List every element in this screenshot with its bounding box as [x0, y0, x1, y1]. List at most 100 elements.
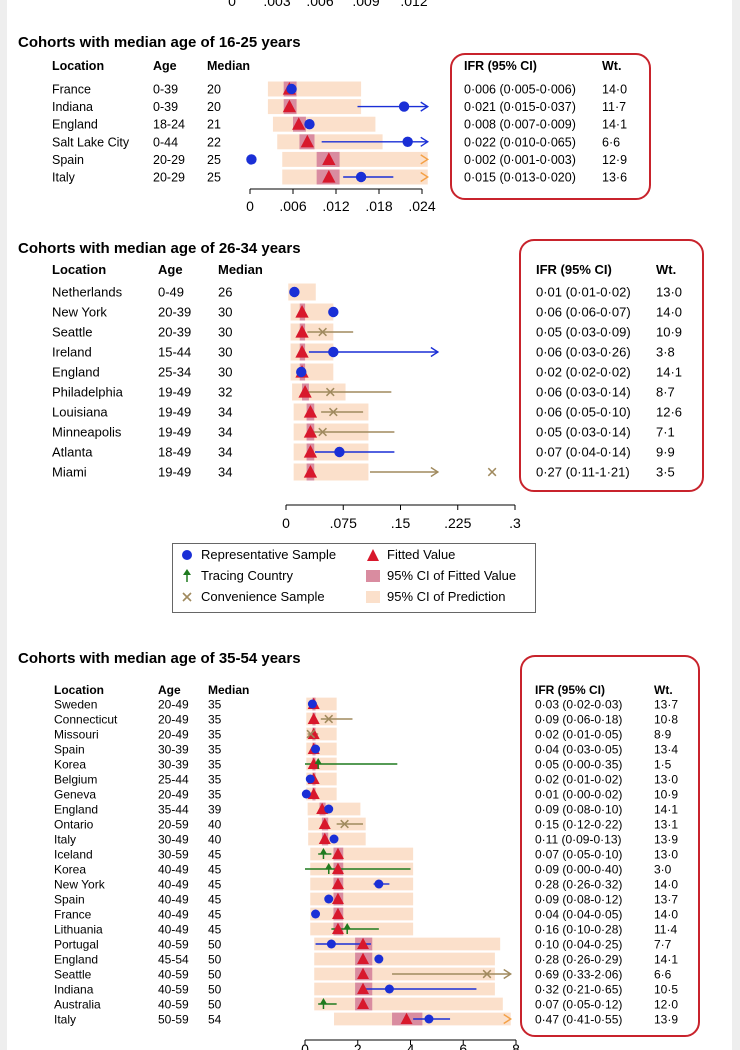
fitted-value-triangle: [331, 922, 344, 935]
row-age: 40-59: [158, 997, 189, 1011]
row-median: 25: [207, 171, 221, 185]
convenience-point: [318, 327, 327, 337]
fitted-value-triangle: [307, 757, 320, 770]
row-ifr: 0·15 (0·12-0·22): [535, 817, 622, 831]
row-ifr: 0·32 (0·21-0·65): [535, 982, 622, 996]
representative-point: [374, 954, 384, 964]
row-ifr: 0·01 (0·00-0·02): [535, 787, 622, 801]
convenience-point: [306, 729, 316, 739]
legend-representative-label: Representative Sample: [201, 547, 337, 562]
row-median: 54: [208, 1012, 222, 1026]
tracing-point: [314, 758, 322, 764]
row-age: 20-49: [158, 727, 189, 741]
row-age: 18-24: [153, 118, 185, 132]
x-axis-tick-label: .018: [365, 198, 392, 214]
row-median: 34: [218, 445, 232, 460]
representative-point: [307, 699, 317, 709]
representative-point: [286, 83, 297, 95]
row-ifr: 0·16 (0·10-0·28): [535, 922, 622, 936]
row-location: New York: [54, 877, 106, 891]
header-ifr: IFR (95% CI): [536, 262, 612, 277]
representative-point: [402, 136, 413, 147]
fitted-value-triangle: [292, 117, 306, 130]
row-ifr: 0·05 (0·03-0·09): [536, 325, 631, 340]
row-location: Connecticut: [54, 712, 118, 726]
row-age: 25-34: [158, 365, 191, 380]
row-median: 20: [207, 83, 221, 97]
fitted-value-triangle: [282, 99, 297, 113]
x-axis-tick-label: .012: [322, 198, 349, 214]
fitted-value-triangle: [307, 712, 320, 725]
prediction-ci-band: [282, 151, 428, 167]
row-ifr: 0·09 (0·06-0·18): [535, 712, 622, 726]
row-weight: 13·9: [654, 832, 678, 846]
top-axis-tick-label: .009: [352, 0, 379, 9]
row-ifr: 0·05 (0·00-0·35): [535, 757, 622, 771]
row-weight: 7·1: [656, 425, 675, 440]
row-ifr: 0·09 (0·08-0·12): [535, 892, 622, 906]
row-location: Louisiana: [52, 405, 108, 420]
fitted-value-triangle: [298, 385, 312, 398]
row-weight: 6·6: [602, 135, 620, 149]
row-median: 45: [208, 892, 222, 906]
row-weight: 13·1: [654, 817, 678, 831]
row-weight: 14·0: [602, 83, 627, 97]
row-location: Netherlands: [52, 285, 123, 300]
row-median: 45: [208, 907, 222, 921]
x-axis-tick-label: .006: [279, 198, 306, 214]
legend-convenience: Convenience Sample: [179, 589, 325, 604]
row-median: 50: [208, 952, 222, 966]
representative-point: [384, 984, 394, 994]
row-ifr: 0·02 (0·02-0·02): [536, 365, 631, 380]
header-median: Median: [218, 262, 263, 277]
row-location: Spain: [52, 153, 84, 167]
legend: Representative Sample Fitted Value Traci…: [172, 543, 536, 613]
row-location: Iceland: [54, 847, 93, 861]
legend-representative: Representative Sample: [179, 547, 336, 562]
row-age: 20-49: [158, 712, 189, 726]
tracing-point: [319, 848, 327, 854]
row-weight: 9·9: [656, 445, 675, 460]
row-location: France: [52, 83, 91, 97]
top-axis-tick-label: 0: [228, 0, 236, 9]
representative-point: [311, 909, 321, 919]
tracing-point: [319, 998, 327, 1004]
row-location: Italy: [52, 171, 76, 185]
row-median: 32: [218, 385, 232, 400]
row-location: Spain: [54, 742, 85, 756]
convenience-point: [325, 387, 335, 397]
fitted-value-triangle: [331, 847, 344, 860]
ifr-highlight-box: [450, 53, 651, 200]
row-weight: 12·0: [654, 997, 678, 1011]
x-axis-tick-label: 0: [246, 198, 254, 214]
representative-point: [398, 101, 410, 112]
row-location: Spain: [54, 892, 85, 906]
row-location: Philadelphia: [52, 385, 124, 400]
row-ifr: 0·07 (0·05-0·10): [535, 847, 622, 861]
row-weight: 13·7: [654, 697, 678, 711]
row-median: 35: [208, 742, 222, 756]
row-median: 30: [218, 345, 232, 360]
fitted-value-triangle: [357, 952, 370, 965]
row-location: Korea: [54, 757, 86, 771]
header-age: Age: [158, 683, 181, 697]
row-ifr: 0·05 (0·03-0·14): [536, 425, 631, 440]
row-median: 30: [218, 305, 232, 320]
row-ifr: 0·47 (0·41-0·55): [535, 1012, 622, 1026]
fitted-value-triangle: [303, 465, 318, 478]
header-weight: Wt.: [602, 59, 621, 73]
ci-overflow-arrow: [430, 346, 440, 358]
row-median: 50: [208, 937, 222, 951]
panel-title-35-54: Cohorts with median age of 35-54 years: [18, 650, 301, 667]
x-axis-tick-label: .075: [330, 515, 357, 531]
header-weight: Wt.: [656, 262, 676, 277]
row-ifr: 0·008 (0·007-0·009): [464, 118, 576, 132]
ifr-highlight-box: [520, 655, 700, 1037]
ci-overflow-arrow: [503, 968, 513, 980]
row-ifr: 0·09 (0·00-0·40): [535, 862, 622, 876]
row-age: 20-49: [158, 787, 189, 801]
row-median: 35: [208, 727, 222, 741]
row-ifr: 0·06 (0·06-0·07): [536, 305, 631, 320]
row-ifr: 0·021 (0·015-0·037): [464, 100, 576, 114]
representative-point: [289, 286, 300, 298]
